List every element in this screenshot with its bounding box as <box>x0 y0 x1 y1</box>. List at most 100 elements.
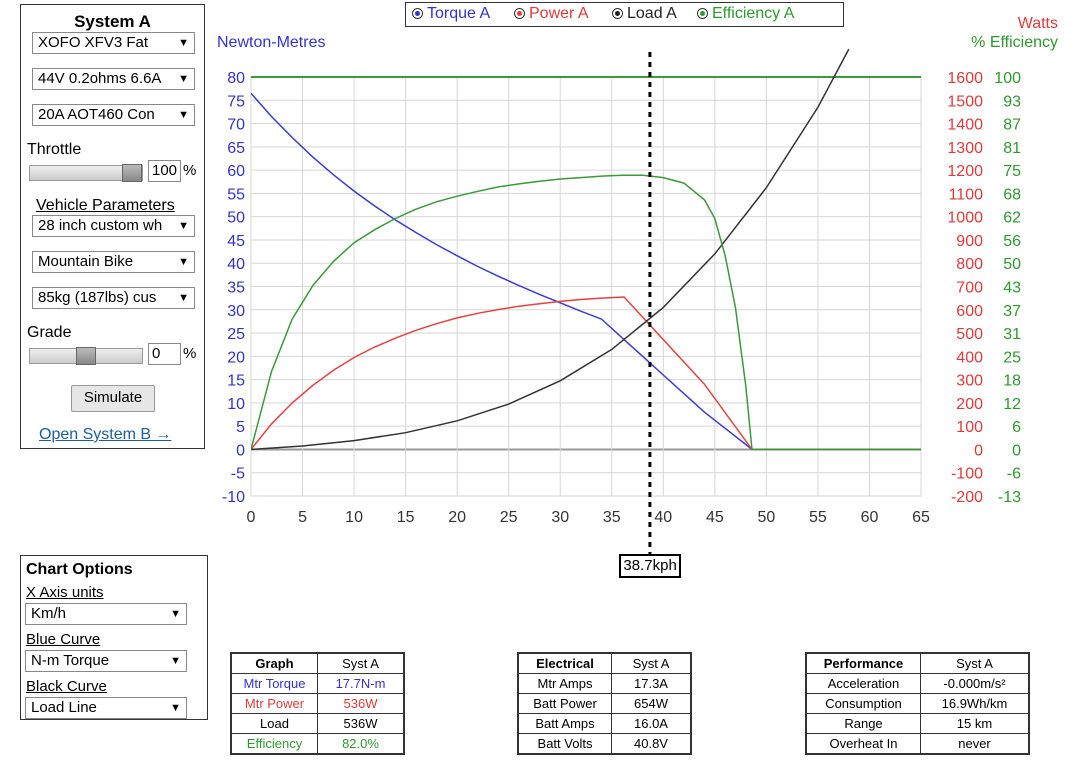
table-header-row: Electrical Syst A <box>517 652 692 674</box>
black-curve-select[interactable]: Load Line ▼ <box>25 697 187 719</box>
y-tick-label-nm: 35 <box>227 280 245 297</box>
table-cell-label: Range <box>805 713 921 734</box>
grade-label: Grade <box>27 324 72 341</box>
graph-table: Graph Syst A Mtr Torque 17.7N-m Mtr Power 5… <box>230 652 405 755</box>
radio-icon <box>612 8 623 19</box>
table-cell-label: Consumption <box>805 693 921 714</box>
table-header: Syst A <box>920 652 1030 674</box>
x-tick-label: 25 <box>500 509 518 526</box>
x-tick-label: 35 <box>603 509 621 526</box>
wheel-select[interactable]: 28 inch custom wh ▼ <box>32 215 195 237</box>
table-row: Mtr Power 536W <box>230 693 405 714</box>
chart-legend: Torque A Power A Load A Efficiency A <box>405 2 844 27</box>
y-tick-label-nm: 15 <box>227 373 245 390</box>
table-row: Range 15 km <box>805 713 1030 734</box>
y-tick-label-watts: 500 <box>956 326 983 343</box>
table-cell-label: Batt Amps <box>517 713 612 734</box>
x-axis-units-label: X Axis units <box>26 584 104 601</box>
table-row: Load 536W <box>230 713 405 734</box>
y-tick-label-watts: 100 <box>956 419 983 436</box>
radio-icon <box>514 8 525 19</box>
y-tick-label-watts: 200 <box>956 396 983 413</box>
performance-table: Performance Syst A Acceleration -0.000m/s²… <box>805 652 1030 755</box>
y-tick-label-watts: 300 <box>956 373 983 390</box>
blue-curve-value: N-m Torque <box>31 652 110 669</box>
blue-curve-select[interactable]: N-m Torque ▼ <box>25 650 187 672</box>
chevron-down-icon: ▼ <box>178 109 189 121</box>
y-tick-label-nm: 20 <box>227 349 245 366</box>
y-tick-label-nm: 70 <box>227 117 245 134</box>
throttle-unit: % <box>183 162 197 179</box>
y-tick-label-watts: 1300 <box>947 140 983 157</box>
y-tick-label-watts: 0 <box>974 442 983 459</box>
blue-curve-label: Blue Curve <box>26 631 101 648</box>
y-tick-label-nm: 75 <box>227 93 245 110</box>
motor-select[interactable]: XOFO XFV3 Fat ▼ <box>32 32 195 54</box>
y-tick-label-nm: -10 <box>222 489 245 506</box>
throttle-input[interactable]: 100 <box>148 160 181 182</box>
cursor-speed-label: 38.7kph <box>619 554 681 578</box>
x-tick-label: 45 <box>706 509 724 526</box>
y-tick-label-nm: 0 <box>236 442 245 459</box>
y-tick-label-efficiency: 87 <box>1003 117 1021 134</box>
grade-slider[interactable] <box>29 347 143 365</box>
legend-efficiency[interactable]: Efficiency A <box>697 5 794 23</box>
controller-select[interactable]: 20A AOT460 Con ▼ <box>32 104 195 126</box>
x-tick-label: 15 <box>397 509 415 526</box>
left-axis-label: Newton-Metres <box>217 34 326 51</box>
x-axis-units-select[interactable]: Km/h ▼ <box>25 603 187 625</box>
system-a-title: System A <box>74 12 151 31</box>
table-cell-value: 654W <box>611 693 692 714</box>
open-system-b-link[interactable]: Open System B → <box>39 426 172 443</box>
throttle-slider-handle[interactable] <box>122 164 142 182</box>
system-a-panel: System A XOFO XFV3 Fat ▼ 44V 0.2ohms 6.6A… <box>20 4 205 449</box>
bike-type-select[interactable]: Mountain Bike ▼ <box>32 251 195 273</box>
throttle-slider[interactable] <box>29 164 143 182</box>
legend-load[interactable]: Load A <box>612 5 677 23</box>
y-tick-label-efficiency: 25 <box>1003 349 1021 366</box>
table-row: Overheat In never <box>805 733 1030 755</box>
y-tick-label-efficiency: 93 <box>1003 93 1021 110</box>
table-cell-value: 536W <box>317 693 405 714</box>
grade-input[interactable]: 0 <box>148 343 181 365</box>
battery-select[interactable]: 44V 0.2ohms 6.6A ▼ <box>32 68 195 90</box>
y-tick-label-nm: 55 <box>227 186 245 203</box>
weight-value: 85kg (187lbs) cus <box>38 289 157 306</box>
legend-torque[interactable]: Torque A <box>412 5 490 23</box>
battery-value: 44V 0.2ohms 6.6A <box>38 70 162 87</box>
legend-power[interactable]: Power A <box>514 5 589 23</box>
black-curve-value: Load Line <box>31 699 97 716</box>
table-cell-value: 16.0A <box>611 713 692 734</box>
y-tick-label-nm: 30 <box>227 303 245 320</box>
chevron-down-icon: ▼ <box>178 292 189 304</box>
table-row: Efficiency 82.0% <box>230 733 405 755</box>
y-tick-label-efficiency: 37 <box>1003 303 1021 320</box>
table-cell-value: 17.7N-m <box>317 673 405 694</box>
weight-select[interactable]: 85kg (187lbs) cus ▼ <box>32 287 195 309</box>
grade-slider-handle[interactable] <box>76 347 96 365</box>
y-tick-label-watts: 1500 <box>947 93 983 110</box>
chevron-down-icon: ▼ <box>178 220 189 232</box>
y-tick-label-efficiency: -13 <box>998 489 1021 506</box>
chevron-down-icon: ▼ <box>178 37 189 49</box>
y-tick-label-efficiency: 81 <box>1003 140 1021 157</box>
x-tick-label: 5 <box>298 509 307 526</box>
x-tick-label: 20 <box>448 509 466 526</box>
load-a-curve <box>251 48 850 451</box>
chevron-down-icon: ▼ <box>170 702 181 714</box>
table-cell-label: Mtr Amps <box>517 673 612 694</box>
vehicle-parameters-link[interactable]: Vehicle Parameters <box>36 197 175 214</box>
y-tick-label-watts: 600 <box>956 303 983 320</box>
simulate-button[interactable]: Simulate <box>71 385 155 412</box>
table-cell-value: never <box>920 733 1030 755</box>
y-tick-label-efficiency: 50 <box>1003 256 1021 273</box>
legend-efficiency-label: Efficiency A <box>712 5 795 22</box>
table-row: Mtr Amps 17.3A <box>517 673 692 694</box>
motor-value: XOFO XFV3 Fat <box>38 34 149 51</box>
y-tick-label-efficiency: 75 <box>1003 163 1021 180</box>
y-tick-label-efficiency: 18 <box>1003 373 1021 390</box>
y-tick-label-watts: 1400 <box>947 117 983 134</box>
x-axis-units-value: Km/h <box>31 605 67 622</box>
chevron-down-icon: ▼ <box>170 608 181 620</box>
